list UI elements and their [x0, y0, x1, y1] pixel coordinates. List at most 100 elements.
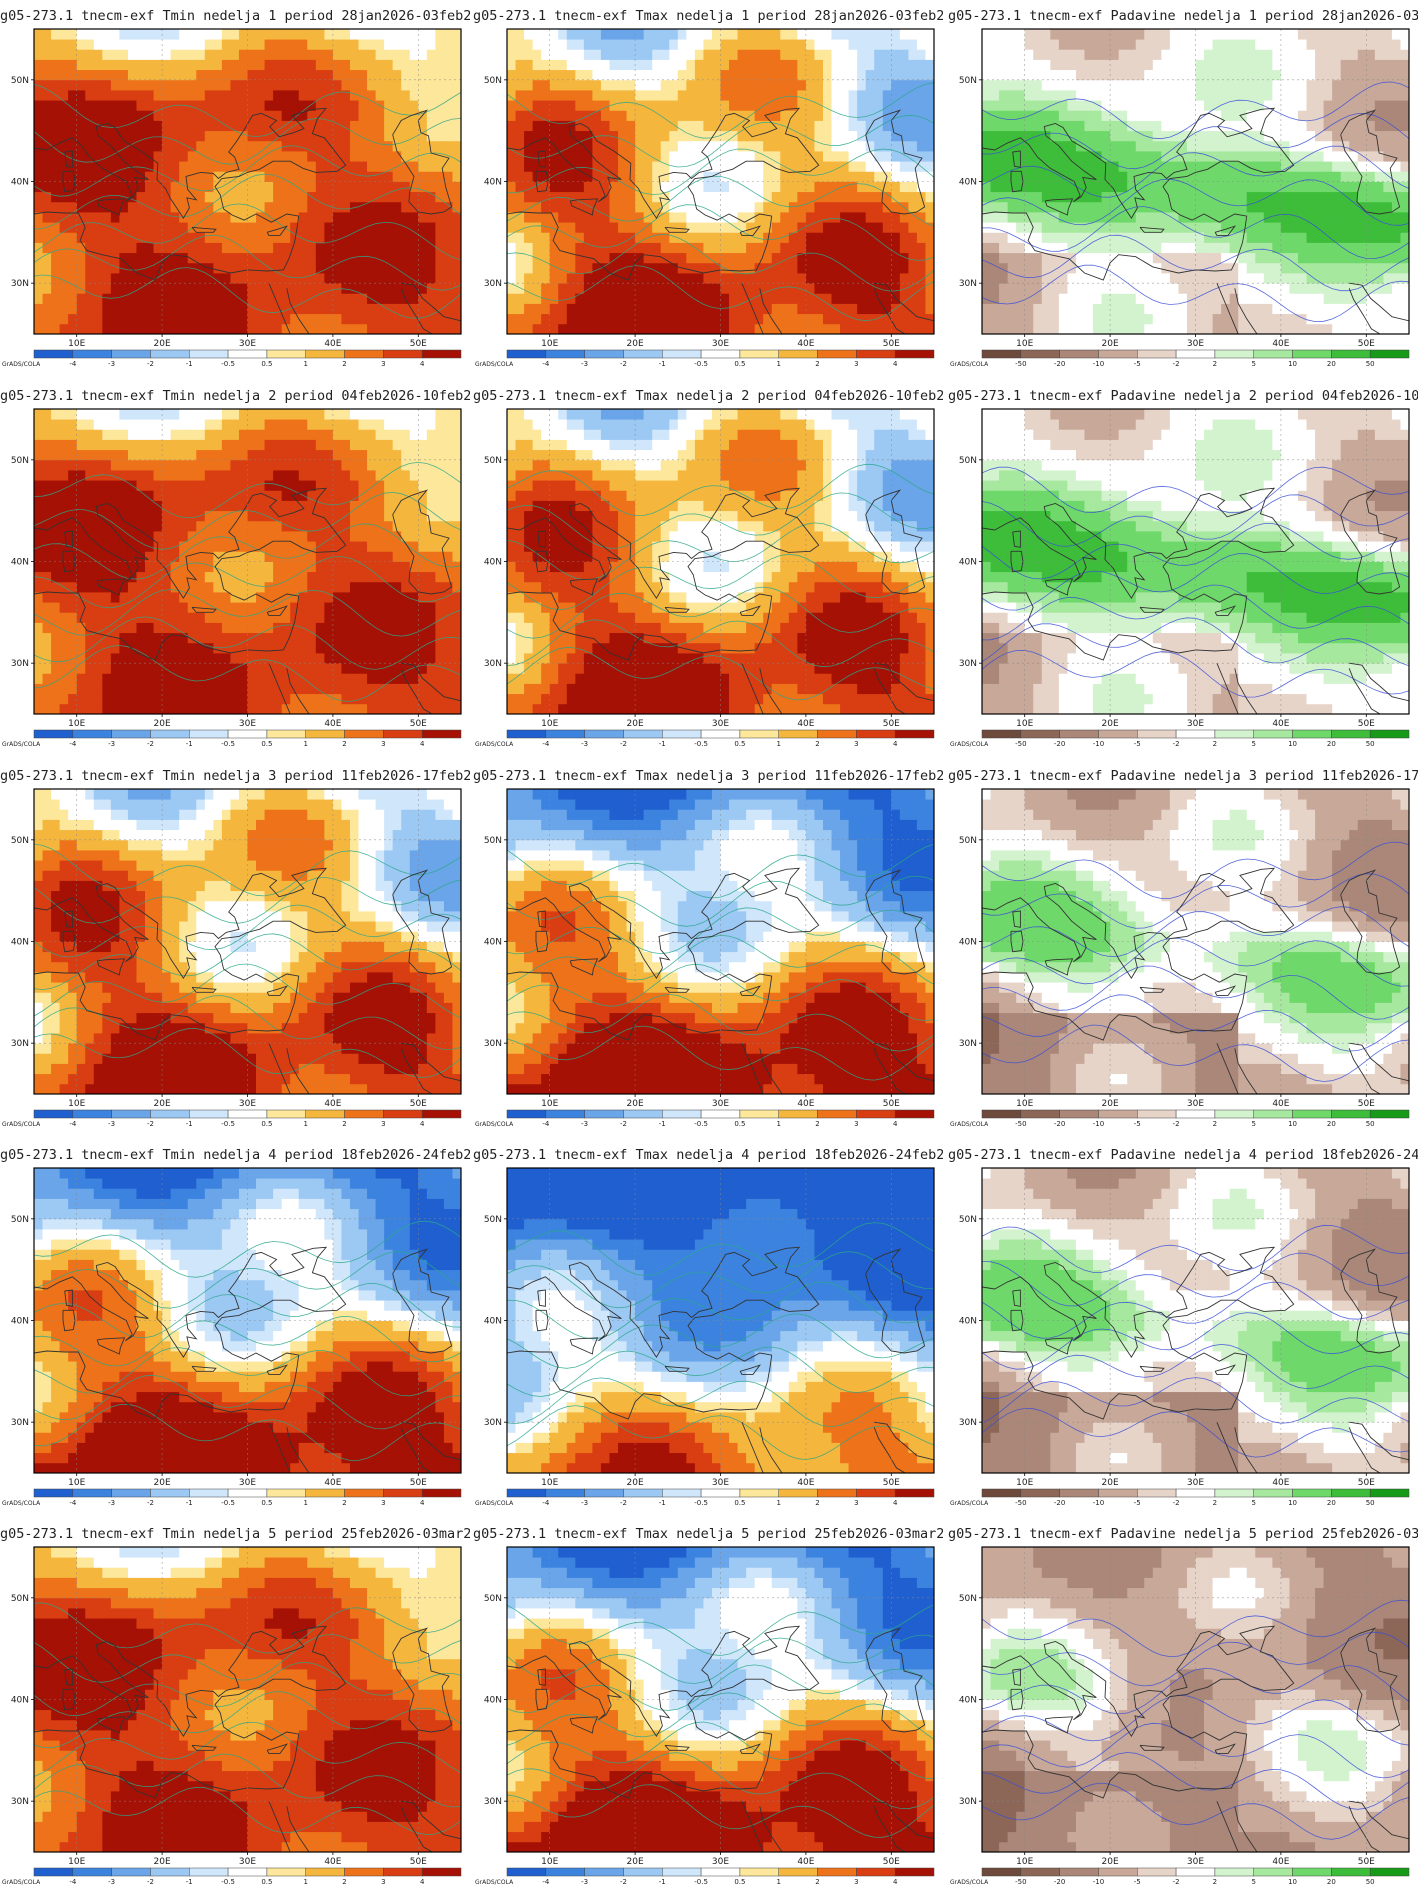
- colorbar-swatch: [1370, 350, 1409, 358]
- colorbar-label: 2: [1213, 1878, 1217, 1886]
- lon-tick-label: 30E: [712, 1857, 729, 1867]
- colorbar-label: -3: [108, 1499, 115, 1507]
- colorbar-swatch: [623, 1489, 662, 1497]
- colorbar-swatch: [1060, 1110, 1099, 1118]
- colorbar-label: -2: [1173, 740, 1180, 748]
- colorbar-label: 0.5: [261, 740, 272, 748]
- lat-tick-label: 50N: [484, 836, 502, 846]
- grads-credit: GrADS/COLA: [475, 1121, 514, 1128]
- colorbar-swatch: [1331, 730, 1370, 738]
- lon-tick-label: 30E: [1187, 339, 1204, 349]
- colorbar-swatch: [1021, 1489, 1060, 1497]
- lat-tick-label: 50N: [11, 836, 29, 846]
- colorbar-swatch: [112, 350, 151, 358]
- colorbar-label: -50: [1015, 1499, 1026, 1507]
- colorbar-label: 20: [1327, 1120, 1336, 1128]
- colorbar-swatch: [1098, 1110, 1137, 1118]
- colorbar-swatch: [1176, 1489, 1215, 1497]
- lon-tick-label: 20E: [154, 719, 171, 729]
- lon-tick-label: 30E: [712, 1099, 729, 1109]
- lat-tick-label: 40N: [959, 1696, 977, 1706]
- colorbar-label: 4: [420, 740, 425, 748]
- colorbar-swatch: [422, 1110, 461, 1118]
- colorbar-label: -4: [542, 740, 550, 748]
- grads-credit: GrADS/COLA: [2, 741, 41, 748]
- colorbar-swatch: [1098, 730, 1137, 738]
- colorbar-swatch: [150, 730, 189, 738]
- lon-tick-label: 50E: [1358, 1478, 1375, 1488]
- colorbar-label: 50: [1366, 360, 1375, 368]
- colorbar-label: -0.5: [221, 360, 235, 368]
- colorbar-label: 20: [1327, 1878, 1336, 1886]
- colorbar-label: -2: [620, 740, 627, 748]
- colorbar-label: -4: [542, 1499, 550, 1507]
- colorbar-swatch: [112, 730, 151, 738]
- colorbar-label: -0.5: [221, 1878, 235, 1886]
- colorbar-swatch: [895, 1489, 934, 1497]
- lon-tick-label: 10E: [1016, 1857, 1033, 1867]
- colorbar-swatch: [1021, 730, 1060, 738]
- colorbar-label: -2: [620, 1878, 627, 1886]
- colorbar-swatch: [1060, 350, 1099, 358]
- grads-credit: GrADS/COLA: [950, 1500, 989, 1507]
- lon-tick-label: 40E: [797, 1478, 814, 1488]
- lat-tick-label: 50N: [11, 1215, 29, 1225]
- lon-tick-label: 40E: [797, 719, 814, 729]
- lat-tick-label: 30N: [484, 1418, 502, 1428]
- colorbar-swatch: [662, 1110, 701, 1118]
- colorbar-swatch: [507, 1868, 546, 1876]
- lon-tick-label: 50E: [883, 1857, 900, 1867]
- colorbar-swatch: [546, 1110, 585, 1118]
- colorbar-swatch: [740, 730, 779, 738]
- lon-tick-label: 20E: [1102, 1099, 1119, 1109]
- colorbar-label: -2: [147, 1120, 154, 1128]
- colorbar-swatch: [895, 1110, 934, 1118]
- colorbar-swatch: [345, 1110, 384, 1118]
- lon-tick-label: 10E: [1016, 339, 1033, 349]
- colorbar-swatch: [1137, 350, 1176, 358]
- colorbar-swatch: [189, 350, 228, 358]
- colorbar-swatch: [585, 730, 624, 738]
- colorbar-label: -3: [581, 740, 588, 748]
- grads-credit: GrADS/COLA: [475, 361, 514, 368]
- colorbar-swatch: [1293, 1110, 1332, 1118]
- colorbar-label: 1: [776, 1878, 780, 1886]
- colorbar-swatch: [34, 730, 73, 738]
- lat-tick-label: 30N: [484, 1797, 502, 1807]
- colorbar-swatch: [189, 730, 228, 738]
- colorbar-swatch: [422, 1868, 461, 1876]
- colorbar-label: -1: [186, 1878, 193, 1886]
- colorbar-swatch: [546, 1868, 585, 1876]
- colorbar-swatch: [779, 1489, 818, 1497]
- colorbar-label: -4: [69, 1499, 77, 1507]
- colorbar-label: 4: [420, 1120, 425, 1128]
- lon-tick-label: 30E: [239, 719, 256, 729]
- colorbar-label: 3: [854, 1878, 858, 1886]
- colorbar-swatch: [306, 1489, 345, 1497]
- colorbar-label: -20: [1054, 1120, 1065, 1128]
- colorbar-label: -10: [1093, 1499, 1104, 1507]
- colorbar-swatch: [895, 1868, 934, 1876]
- colorbar-swatch: [267, 350, 306, 358]
- lat-tick-label: 50N: [959, 836, 977, 846]
- colorbar-swatch: [1370, 1489, 1409, 1497]
- lon-tick-label: 30E: [712, 339, 729, 349]
- colorbar-label: 1: [303, 1878, 307, 1886]
- colorbar-swatch: [73, 350, 112, 358]
- colorbar-swatch: [383, 1489, 422, 1497]
- lat-tick-label: 30N: [11, 1418, 29, 1428]
- colorbar-swatch: [1254, 730, 1293, 738]
- colorbar-label: -0.5: [694, 1878, 708, 1886]
- lon-tick-label: 20E: [154, 1857, 171, 1867]
- map-panel-9: g05-273.1 tnecm-exf Padavine nedelja 3 p…: [948, 760, 1418, 1139]
- colorbar-label: 3: [854, 360, 858, 368]
- grads-credit: GrADS/COLA: [475, 1879, 514, 1886]
- colorbar-swatch: [623, 1110, 662, 1118]
- lon-tick-label: 50E: [883, 1099, 900, 1109]
